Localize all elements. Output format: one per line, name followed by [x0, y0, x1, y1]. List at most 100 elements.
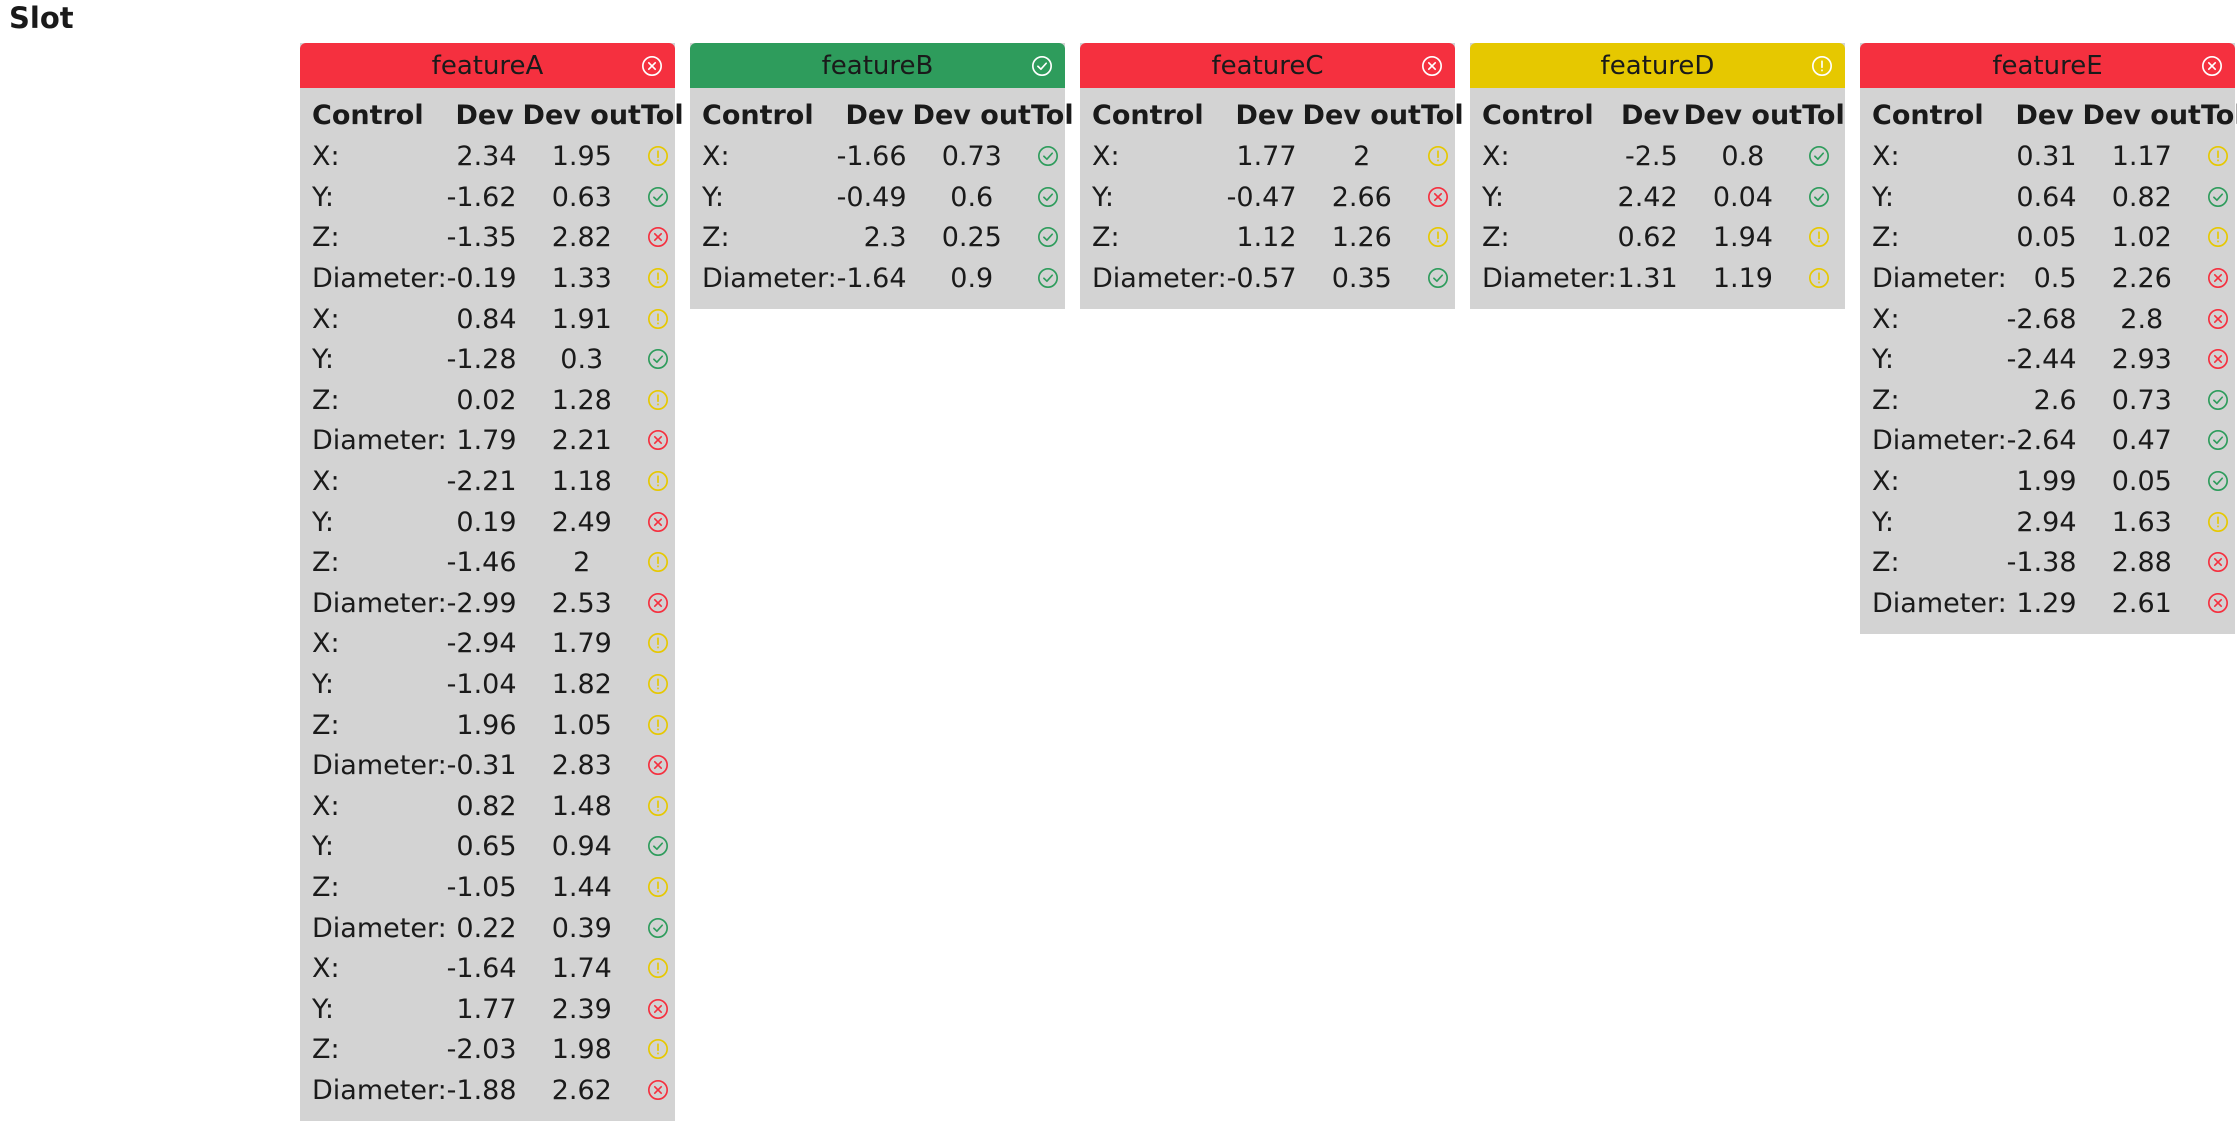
- dev-out-cell: 1.05: [551, 709, 612, 741]
- x-circle-icon: [2202, 55, 2222, 76]
- dev-cell: -1.64: [446, 953, 517, 985]
- dev-cell: -1.28: [446, 344, 517, 376]
- control-cell: Z:: [1092, 222, 1120, 254]
- feature-name: featureE: [1992, 50, 2103, 81]
- x-circle-icon: [1422, 55, 1442, 76]
- table-row: Y: 0.65 0.94: [312, 827, 684, 868]
- table-row: X: -1.66 0.73: [702, 137, 1074, 178]
- dev-cell: -0.31: [446, 750, 517, 782]
- check-circle-icon: [1037, 227, 1058, 248]
- control-cell: X:: [1872, 141, 1900, 173]
- dev-cell: -2.64: [2006, 425, 2077, 457]
- tol-cell: [641, 502, 684, 543]
- x-circle-icon: [647, 430, 668, 451]
- tol-cell: [641, 787, 684, 828]
- dev-out-cell: 2.49: [551, 506, 612, 538]
- column-header-control: Control: [1482, 100, 1594, 131]
- dev-cell: 1.99: [2016, 466, 2077, 498]
- exclamation-circle-icon: [647, 268, 668, 289]
- tol-cell: [1031, 259, 1074, 300]
- control-cell: Diameter:: [312, 425, 447, 457]
- table-row: Y: 0.64 0.82: [1872, 178, 2237, 219]
- dev-cell: 1.96: [456, 709, 517, 741]
- dev-out-cell: 1.95: [551, 141, 612, 173]
- dev-cell: 0.84: [456, 303, 517, 335]
- feature-card: featureC Control Dev Dev out Tol X: 1.77 2 Y: -0.…: [1080, 43, 1464, 310]
- dev-out-cell: 0.9: [950, 263, 994, 295]
- table-row: X: -2.94 1.79: [312, 624, 684, 665]
- feature-card-header[interactable]: featureC: [1080, 43, 1455, 88]
- column-header-control: Control: [312, 100, 424, 131]
- deviation-table: Control Dev Dev out Tol X: 2.34 1.95 Y: -1.62 0.6…: [312, 94, 684, 1111]
- dev-cell: -1.04: [446, 669, 517, 701]
- table-row: Y: 2.42 0.04: [1482, 178, 1845, 219]
- x-circle-icon: [2207, 592, 2228, 613]
- control-cell: Y:: [1872, 506, 1895, 538]
- control-cell: Diameter:: [312, 750, 447, 782]
- table-row: Z: 1.12 1.26: [1092, 218, 1464, 259]
- feature-card-header[interactable]: featureD: [1470, 43, 1845, 88]
- table-row: Z: -2.03 1.98: [312, 1030, 684, 1071]
- check-circle-icon: [647, 836, 668, 857]
- exclamation-circle-icon: [647, 552, 668, 573]
- tol-cell: [1802, 178, 1845, 219]
- tol-cell: [641, 381, 684, 422]
- dev-cell: 0.31: [2016, 141, 2077, 173]
- control-cell: X:: [312, 141, 340, 173]
- check-circle-icon: [2207, 430, 2228, 451]
- tol-cell: [2201, 340, 2237, 381]
- tol-cell: [1421, 259, 1464, 300]
- dev-out-cell: 1.98: [551, 1034, 612, 1066]
- table-row: X: 0.31 1.17: [1872, 137, 2237, 178]
- feature-card-header[interactable]: featureB: [690, 43, 1065, 88]
- feature-card-header[interactable]: featureE: [1860, 43, 2235, 88]
- dev-out-cell: 0.04: [1712, 181, 1773, 213]
- column-header-tol: Tol: [1802, 100, 1845, 131]
- x-circle-icon: [647, 755, 668, 776]
- x-circle-icon: [647, 1079, 668, 1100]
- table-row: Y: -1.62 0.63: [312, 178, 684, 219]
- check-circle-icon: [1037, 186, 1058, 207]
- table-row: Diameter: -0.57 0.35: [1092, 259, 1464, 300]
- check-circle-icon: [1427, 268, 1448, 289]
- dev-cell: 1.77: [1236, 141, 1297, 173]
- table-row: Z: 0.05 1.02: [1872, 218, 2237, 259]
- check-circle-icon: [1037, 146, 1058, 167]
- x-circle-icon: [2207, 268, 2228, 289]
- dev-out-cell: 2.21: [551, 425, 612, 457]
- exclamation-circle-icon: [1427, 146, 1448, 167]
- control-cell: Z:: [312, 871, 340, 903]
- dev-out-cell: 0.82: [2111, 181, 2172, 213]
- dev-cell: 0.62: [1617, 222, 1678, 254]
- table-row: X: 2.34 1.95: [312, 137, 684, 178]
- table-row: Y: 0.19 2.49: [312, 502, 684, 543]
- control-cell: Y:: [1482, 181, 1505, 213]
- tol-cell: [641, 259, 684, 300]
- control-cell: X:: [702, 141, 730, 173]
- check-circle-icon: [1809, 146, 1830, 167]
- dev-cell: 1.77: [456, 993, 517, 1025]
- column-header-control: Control: [1092, 100, 1204, 131]
- exclamation-circle-icon: [647, 674, 668, 695]
- dev-out-cell: 0.8: [1721, 141, 1765, 173]
- table-row: Diameter: -1.64 0.9: [702, 259, 1074, 300]
- tol-cell: [2201, 218, 2237, 259]
- column-header-tol: Tol: [2200, 100, 2237, 131]
- control-cell: Z:: [1872, 547, 1900, 579]
- control-cell: Diameter:: [312, 263, 447, 295]
- dev-out-cell: 0.39: [551, 912, 612, 944]
- table-row: Diameter: -2.99 2.53: [312, 584, 684, 625]
- tol-cell: [641, 340, 684, 381]
- feature-card-header[interactable]: featureA: [300, 43, 675, 88]
- dev-cell: -1.35: [446, 222, 517, 254]
- dev-cell: 0.22: [456, 912, 517, 944]
- column-header-dev: Dev: [1621, 100, 1680, 131]
- x-circle-icon: [647, 998, 668, 1019]
- check-circle-icon: [1032, 55, 1052, 76]
- dev-out-cell: 1.63: [2111, 506, 2172, 538]
- x-circle-icon: [2207, 552, 2228, 573]
- control-cell: Z:: [1482, 222, 1510, 254]
